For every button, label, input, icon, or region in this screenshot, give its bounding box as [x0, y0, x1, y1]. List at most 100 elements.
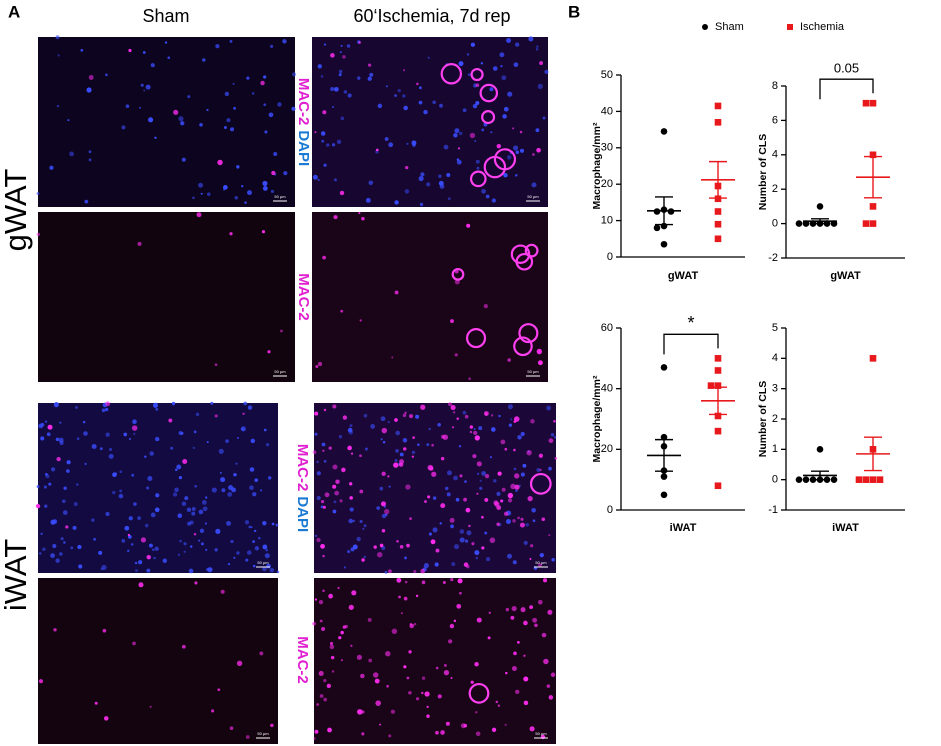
nucleus — [249, 485, 254, 491]
crown-like-structure — [510, 244, 531, 264]
nucleus — [481, 471, 486, 476]
nucleus — [258, 536, 261, 540]
crown-like-structure — [493, 148, 517, 171]
nucleus — [75, 406, 78, 409]
nucleus — [520, 431, 525, 437]
mac2-signal — [323, 697, 328, 702]
nucleus — [250, 438, 256, 444]
mac2-signal — [496, 143, 502, 149]
nucleus — [503, 106, 509, 112]
nucleus — [105, 73, 108, 77]
mac2-signal — [441, 434, 445, 439]
nucleus — [352, 519, 355, 523]
mac2-signal — [168, 418, 173, 423]
mac2-signal — [193, 532, 197, 536]
mac2-signal — [194, 581, 198, 585]
nucleus — [523, 540, 528, 545]
mac2-signal — [543, 658, 549, 665]
mac2-signal — [322, 449, 325, 452]
mac2-signal — [182, 459, 188, 465]
mac2-signal — [105, 401, 111, 407]
micrograph — [38, 578, 278, 744]
nucleus — [349, 424, 353, 428]
data-point — [876, 476, 884, 483]
nucleus — [427, 56, 430, 59]
nucleus — [531, 508, 536, 513]
nucleus — [479, 479, 482, 482]
nucleus — [553, 436, 557, 439]
nucleus — [223, 126, 227, 130]
nucleus — [428, 427, 431, 430]
nucleus — [338, 69, 343, 74]
data-point — [714, 482, 722, 490]
nucleus — [443, 144, 449, 150]
mac2-signal — [456, 603, 462, 609]
mac2-signal — [236, 660, 243, 667]
mac2-signal — [312, 621, 316, 626]
nucleus — [221, 488, 226, 493]
mac2-signal — [513, 651, 517, 656]
nucleus — [475, 159, 480, 164]
nucleus — [154, 136, 157, 140]
mac2-signal — [554, 456, 558, 460]
nucleus — [192, 196, 195, 200]
data-point — [714, 355, 722, 362]
nucleus — [447, 470, 452, 476]
mac2-signal — [431, 443, 434, 447]
nucleus — [491, 198, 497, 203]
nucleus — [88, 158, 92, 162]
nucleus — [271, 522, 275, 526]
mac2-signal — [391, 356, 394, 359]
y-tick-label: 0 — [772, 474, 778, 486]
nucleus — [152, 402, 159, 408]
nucleus — [191, 506, 196, 511]
micrograph — [312, 212, 548, 382]
mac2-signal — [517, 641, 520, 644]
sem-bar — [811, 470, 829, 481]
mac2-signal — [474, 661, 479, 667]
mac2-signal — [217, 159, 223, 166]
mac2-signal — [409, 517, 412, 521]
mac2-signal — [537, 360, 543, 366]
mac2-signal — [548, 534, 551, 537]
nucleus — [162, 558, 167, 563]
nucleus — [513, 145, 519, 151]
mac2-signal — [322, 255, 327, 260]
nucleus — [177, 513, 183, 518]
y-tick-label: 50 — [601, 69, 613, 81]
nucleus — [100, 567, 104, 571]
mac2-signal — [440, 456, 445, 461]
mac2-signal — [229, 232, 233, 236]
nucleus — [377, 103, 383, 109]
scale-bar-label: 50 µm — [535, 560, 547, 565]
panel-label: B — [568, 2, 580, 21]
mac2-signal — [484, 497, 489, 502]
mac2-signal — [271, 170, 276, 176]
mac2-signal — [242, 412, 245, 415]
nucleus — [218, 448, 224, 454]
data-point — [714, 119, 722, 126]
mac2-signal — [384, 508, 390, 515]
mac2-signal — [318, 670, 324, 676]
mac2-signal — [103, 716, 109, 721]
mac2-signal — [347, 445, 352, 451]
nucleus — [178, 116, 184, 122]
nucleus — [52, 543, 57, 549]
mac2-signal — [469, 430, 473, 434]
nucleus — [437, 422, 441, 427]
nucleus — [314, 534, 318, 538]
stain-label: MAC-2 — [294, 636, 311, 684]
mac2-signal — [429, 466, 434, 471]
nucleus — [376, 506, 381, 510]
mac2-signal — [481, 546, 485, 550]
mac2-signal — [529, 605, 533, 609]
mac2-signal — [443, 670, 450, 676]
mac2-signal — [320, 543, 325, 549]
nucleus — [149, 451, 154, 456]
nucleus — [514, 173, 518, 177]
nucleus — [273, 152, 278, 157]
nucleus — [146, 568, 151, 573]
nucleus — [531, 182, 537, 188]
mac2-signal — [514, 473, 520, 479]
nucleus — [546, 405, 552, 411]
